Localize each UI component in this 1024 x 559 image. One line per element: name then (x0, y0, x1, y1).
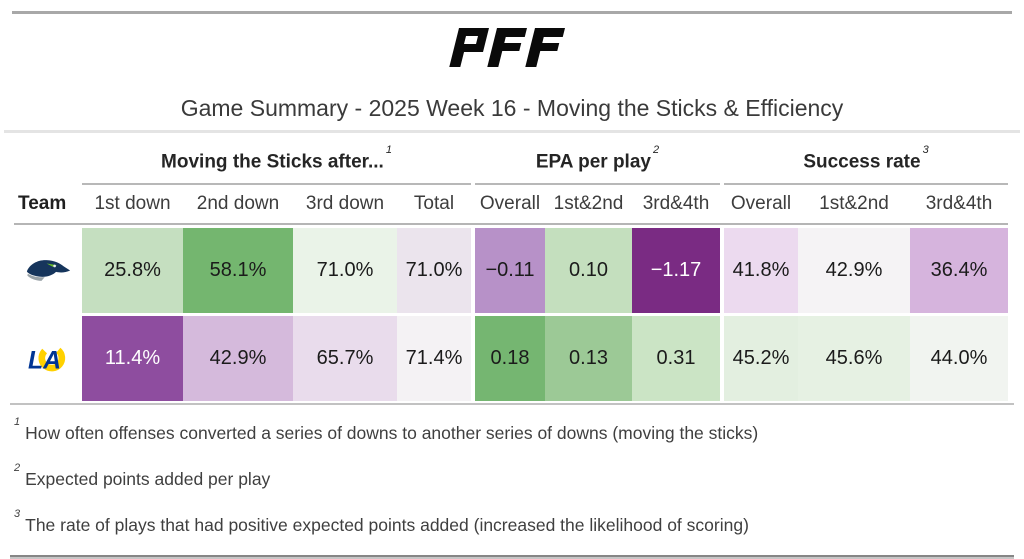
team-column-header: Team (18, 193, 67, 215)
rams-logo: LA (28, 344, 66, 374)
column-header: 3rd&4th (642, 193, 710, 215)
stat-cell: 0.18 (475, 316, 545, 402)
column-group-epa-per-play: EPA per play2 (475, 144, 720, 186)
footnotes: 1 How often offenses converted a series o… (0, 405, 1024, 536)
table-row-seahawks: 25.8% 58.1% 71.0% 71.0% −0.11 0.10 −1.17… (14, 228, 1008, 314)
title-divider (4, 130, 1020, 133)
footnote-superscript: 2 (14, 462, 21, 475)
footnote-text: How often offenses converted a series of… (25, 423, 759, 444)
stat-cell: 25.8% (82, 228, 183, 314)
group-spacer (720, 316, 724, 402)
footnote-superscript: 1 (14, 416, 21, 429)
column-header-row: Team 1st down 2nd down 3rd down Total Ov… (14, 185, 1008, 226)
bottom-divider (10, 554, 1014, 559)
stats-table: Moving the Sticks after...1 EPA per play… (14, 133, 1008, 402)
team-logo-cell: LA (14, 316, 82, 402)
top-divider (12, 11, 1012, 14)
group-label: EPA per play (535, 151, 651, 173)
stat-cell: 41.8% (724, 228, 798, 314)
stat-cell: −1.17 (632, 228, 720, 314)
team-logo-cell (14, 228, 82, 314)
column-header: 1st&2nd (553, 193, 624, 215)
pff-logo-icon (449, 28, 565, 67)
page-title: Game Summary - 2025 Week 16 - Moving the… (180, 95, 844, 121)
stat-cell: 44.0% (910, 316, 1008, 402)
stat-cell: 0.13 (545, 316, 632, 402)
stat-cell: 71.0% (397, 228, 471, 314)
column-header: Overall (479, 193, 541, 215)
stat-cell: 42.9% (183, 316, 293, 402)
column-group-success-rate: Success rate3 (724, 144, 1008, 186)
stat-cell: 71.4% (397, 316, 471, 402)
svg-text:LA: LA (28, 347, 61, 374)
stat-cell: 45.6% (798, 316, 910, 402)
group-spacer (471, 316, 475, 402)
stat-cell: 45.2% (724, 316, 798, 402)
stat-cell: 65.7% (293, 316, 397, 402)
column-header: 1st&2nd (819, 193, 889, 215)
stat-cell: 42.9% (798, 228, 910, 314)
column-header: 2nd down (196, 193, 280, 215)
column-group-moving-the-sticks: Moving the Sticks after...1 (82, 144, 471, 186)
column-header: Overall (730, 193, 792, 215)
stat-cell: 0.31 (632, 316, 720, 402)
group-header-row: Moving the Sticks after...1 EPA per play… (14, 133, 1008, 186)
stat-cell: 36.4% (910, 228, 1008, 314)
footnote-text: Expected points added per play (25, 468, 271, 489)
footnote-text: The rate of plays that had positive expe… (25, 514, 749, 535)
footnote-1: 1 How often offenses converted a series o… (14, 416, 1024, 445)
column-header: Total (413, 193, 455, 215)
group-label: Success rate (803, 151, 921, 173)
column-header: 3rd&4th (925, 193, 993, 215)
pff-logo (0, 26, 1024, 72)
column-header: 3rd down (305, 193, 385, 215)
group-spacer (720, 228, 724, 314)
stat-cell: −0.11 (475, 228, 545, 314)
stat-cell: 11.4% (82, 316, 183, 402)
stat-cell: 0.10 (545, 228, 632, 314)
group-superscript: 1 (385, 144, 392, 156)
footnote-2: 2 Expected points added per play (14, 462, 1024, 491)
column-header: 1st down (94, 193, 171, 215)
group-spacer (471, 228, 475, 314)
table-row-rams: LA 11.4% 42.9% 65.7% 71.4% 0.18 0.13 0.3… (14, 316, 1008, 402)
footnote-superscript: 3 (14, 507, 21, 520)
footnotes-divider (10, 403, 1014, 406)
footnote-3: 3 The rate of plays that had positive exp… (14, 507, 1024, 537)
group-superscript: 3 (922, 144, 929, 156)
stat-cell: 71.0% (293, 228, 397, 314)
seahawks-logo (26, 260, 70, 282)
stat-cell: 58.1% (183, 228, 293, 314)
group-label: Moving the Sticks after... (161, 151, 384, 173)
group-superscript: 2 (652, 144, 660, 156)
